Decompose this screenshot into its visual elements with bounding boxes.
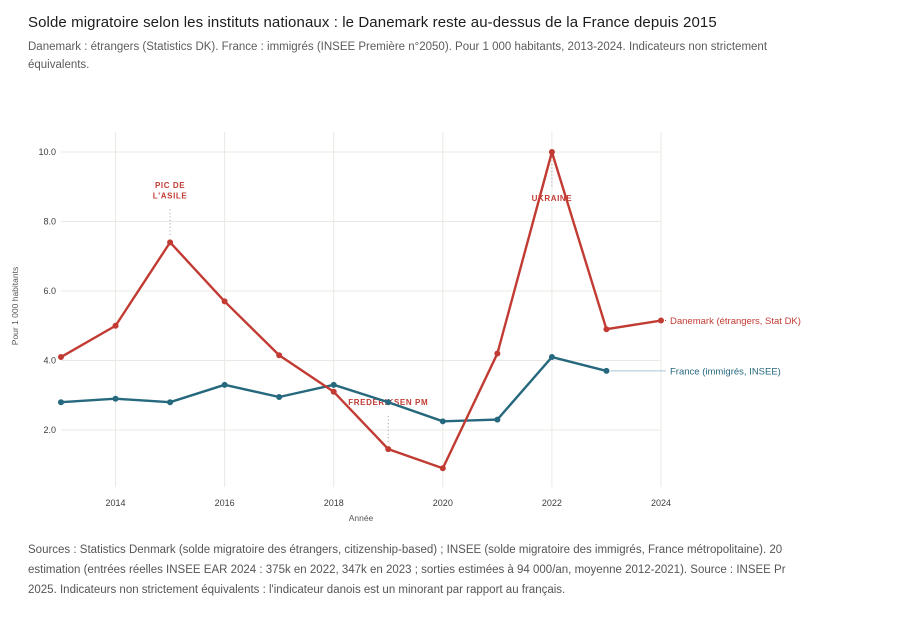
data-point bbox=[276, 393, 283, 400]
sources-note: Sources : Statistics Denmark (solde migr… bbox=[28, 540, 900, 600]
chart-subtitle-line-1: Danemark : étrangers (Statistics DK). Fr… bbox=[28, 41, 768, 53]
series-end-label: Danemark (étrangers, Stat DK) bbox=[670, 316, 801, 327]
annotation-label: L'ASILE bbox=[153, 191, 188, 200]
annotation-label: UKRAINE bbox=[532, 194, 573, 203]
annotation-label: PIC DE bbox=[155, 181, 185, 190]
series-end-label: France (immigrés, INSEE) bbox=[670, 366, 781, 377]
chart-subtitle: Danemark : étrangers (Statistics DK). Fr… bbox=[28, 38, 767, 74]
sources-note-line-1: Sources : Statistics Denmark (solde migr… bbox=[28, 544, 783, 556]
data-point bbox=[221, 298, 228, 305]
data-point bbox=[58, 354, 64, 361]
y-tick-label: 6.0 bbox=[43, 286, 56, 296]
data-point bbox=[603, 367, 610, 374]
chart-title: Solde migratoire selon les instituts nat… bbox=[28, 14, 717, 31]
x-tick-label: 2018 bbox=[324, 498, 344, 508]
y-axis-title: Pour 1 000 habitants bbox=[10, 267, 20, 345]
x-tick-label: 2020 bbox=[433, 498, 453, 508]
chart-subtitle-line-2: équivalents. bbox=[28, 59, 90, 71]
data-point bbox=[603, 326, 610, 333]
data-point bbox=[385, 399, 392, 406]
data-point bbox=[112, 322, 119, 329]
data-point bbox=[276, 352, 283, 359]
x-tick-label: 2016 bbox=[215, 498, 235, 508]
y-tick-label: 4.0 bbox=[43, 356, 56, 366]
data-point bbox=[58, 399, 64, 406]
data-point bbox=[494, 416, 501, 423]
series-line-danemark bbox=[60, 150, 662, 470]
x-tick-label: 2014 bbox=[106, 498, 126, 508]
data-point bbox=[221, 381, 228, 388]
data-point bbox=[167, 239, 174, 246]
data-point bbox=[658, 317, 664, 324]
data-point bbox=[112, 395, 119, 402]
data-point bbox=[330, 381, 337, 388]
data-point bbox=[548, 149, 555, 155]
sources-note-line-2: estimation (entrées réelles INSEE EAR 20… bbox=[28, 564, 786, 576]
data-point bbox=[494, 350, 501, 357]
x-axis-title: Année bbox=[349, 513, 374, 523]
y-tick-label: 2.0 bbox=[43, 425, 56, 435]
x-tick-label: 2024 bbox=[651, 498, 671, 508]
y-tick-label: 8.0 bbox=[43, 217, 56, 227]
data-point bbox=[439, 465, 446, 472]
x-tick-label: 2022 bbox=[542, 498, 562, 508]
data-point bbox=[548, 354, 555, 361]
sources-note-line-3: 2025. Indicateurs non strictement équiva… bbox=[28, 584, 566, 596]
data-point bbox=[385, 446, 392, 453]
data-point bbox=[167, 399, 174, 406]
data-point bbox=[330, 388, 337, 395]
data-point bbox=[439, 418, 446, 425]
y-tick-label: 10.0 bbox=[38, 147, 56, 157]
